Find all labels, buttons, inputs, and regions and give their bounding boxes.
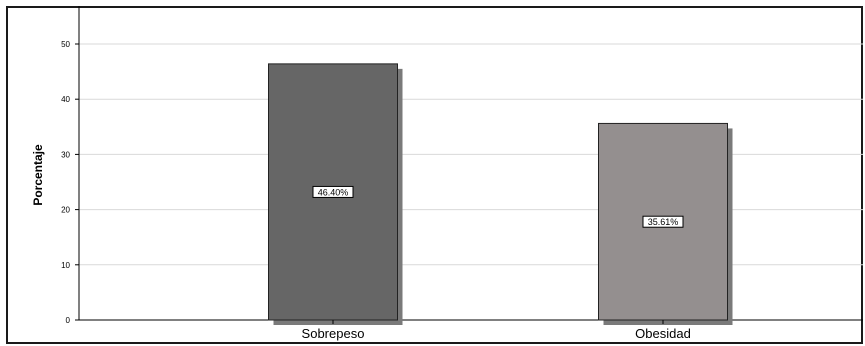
x-tick-label: Obesidad	[635, 326, 691, 341]
data-label-box	[312, 185, 354, 198]
y-tick-label: 30	[61, 150, 70, 159]
y-tick-label: 40	[61, 95, 70, 104]
y-tick-label: 10	[61, 261, 70, 270]
data-label: 35.61%	[648, 217, 679, 227]
y-tick-label: 50	[61, 40, 70, 49]
data-label: 46.40%	[318, 187, 349, 197]
y-tick-label: 20	[61, 206, 70, 215]
y-tick-label: 0	[66, 316, 71, 325]
data-label-box	[642, 215, 684, 228]
x-tick-label: Sobrepeso	[302, 326, 365, 341]
